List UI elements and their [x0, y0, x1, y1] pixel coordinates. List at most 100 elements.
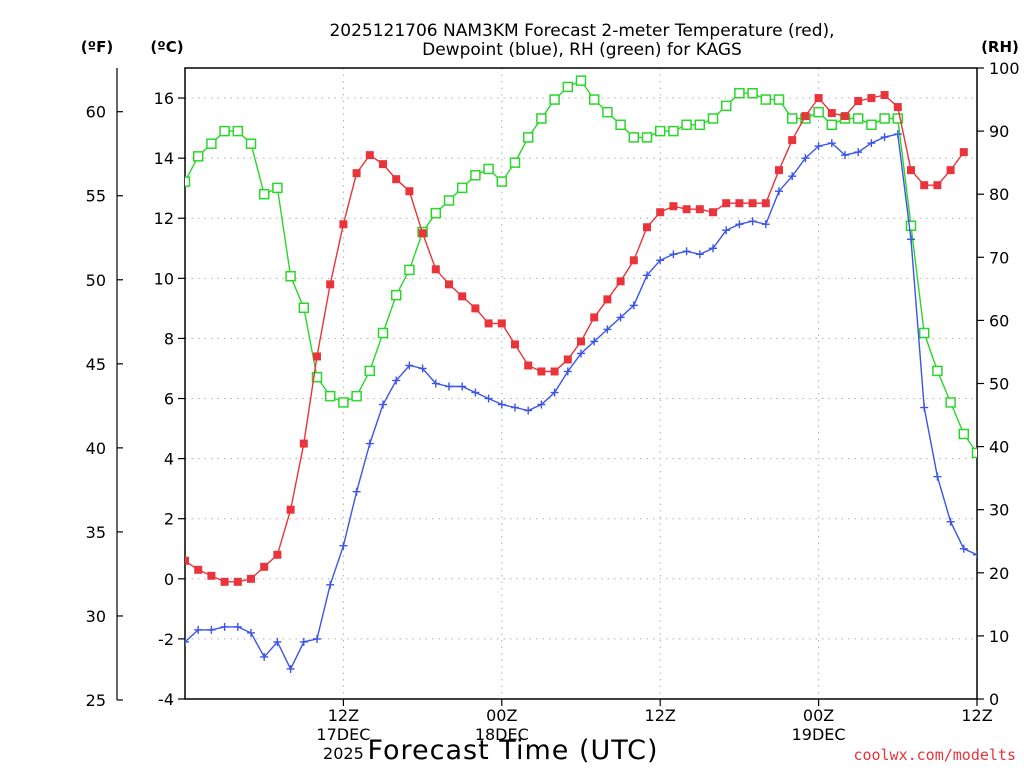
rh-point: [258, 188, 270, 200]
rh-point: [879, 113, 890, 124]
dewpoint-point: [286, 664, 295, 673]
temperature-point: [775, 166, 783, 175]
axes: -4 -2 0 2 4 6 8 10 12 14 16 25 30 35 40 45 50 55 60 0 10 20 30…: [86, 59, 1020, 763]
dewpoint-point: [524, 406, 533, 415]
rh-tick-label: 70: [989, 248, 1009, 267]
grid: [185, 68, 978, 700]
temperature-point: [669, 202, 678, 211]
rh-point: [918, 327, 930, 339]
rh-point: [813, 106, 824, 118]
temperature-point: [458, 292, 467, 301]
dewpoint-point: [233, 622, 242, 631]
rh-point: [720, 100, 732, 112]
rh-point: [377, 327, 389, 339]
temperature-point: [643, 223, 651, 232]
temperature-point: [471, 304, 480, 313]
temperature-point: [365, 151, 374, 160]
temperature-point: [682, 205, 691, 214]
dewpoint-point: [352, 487, 361, 496]
rh-point: [351, 390, 362, 402]
rh-point: [298, 302, 310, 314]
temperature-point: [788, 136, 797, 145]
dewpoint-point: [392, 376, 401, 385]
series-rh: [185, 75, 977, 459]
dewpoint-point: [946, 517, 955, 526]
temperature-point: [814, 94, 823, 103]
dewpoint-point: [827, 139, 836, 148]
dewpoint-point: [550, 388, 559, 397]
temperature-point: [511, 340, 519, 349]
dewpoint-point: [326, 580, 335, 589]
rh-point: [602, 106, 613, 118]
rh-point: [390, 289, 402, 301]
dewpoint-point: [405, 361, 414, 370]
celsius-tick-label: 0: [164, 570, 174, 589]
dewpoint-point: [748, 217, 757, 226]
fahrenheit-tick-label: 55: [86, 187, 106, 206]
dewpoint-point: [563, 367, 572, 376]
series-line: [185, 133, 977, 671]
rh-point: [522, 132, 534, 143]
fahrenheit-tick-label: 25: [86, 691, 106, 710]
rh-tick-label: 40: [989, 438, 1009, 457]
temperature-point: [392, 175, 401, 184]
fahrenheit-tick-label: 30: [86, 607, 106, 626]
rh-point: [892, 113, 904, 124]
dewpoint-point: [537, 400, 546, 409]
fahrenheit-unit-label: (ºF): [81, 38, 113, 56]
celsius-tick-label: 10: [154, 269, 174, 288]
fahrenheit-tick-label: 40: [86, 439, 106, 458]
dewpoint-point: [445, 382, 453, 391]
dewpoint-point: [920, 403, 929, 412]
temperature-point: [185, 556, 189, 565]
rh-point: [185, 176, 191, 187]
rh-point: [496, 176, 508, 187]
dewpoint-point: [933, 472, 942, 481]
series-line: [185, 79, 977, 454]
rh-point: [272, 182, 283, 194]
rh-point: [232, 125, 244, 137]
temperature-point: [867, 94, 876, 103]
temperature-point: [590, 313, 599, 322]
dewpoint-point: [735, 220, 744, 229]
dewpoint-point: [511, 403, 519, 412]
temperature-point: [220, 577, 229, 586]
dewpoint-point: [497, 400, 506, 409]
rh-point: [404, 264, 415, 276]
fahrenheit-tick-label: 60: [86, 103, 106, 122]
rh-point: [760, 94, 772, 105]
temperature-point: [761, 199, 770, 208]
rh-point: [456, 182, 468, 194]
rh-tick-label: 90: [989, 122, 1009, 141]
temperature-point: [445, 280, 453, 289]
dewpoint-point: [339, 541, 348, 550]
celsius-tick-label: 8: [164, 329, 174, 348]
rh-point: [430, 207, 442, 219]
series-2-meter-temperature: [185, 91, 968, 586]
temperature-point: [841, 112, 849, 121]
x-tick-date-label: 18DEC: [475, 725, 529, 744]
temperature-point: [920, 181, 929, 190]
x-tick-time-label: 00Z: [803, 706, 834, 725]
celsius-tick-label: 16: [154, 89, 174, 108]
temperature-point: [907, 166, 915, 175]
dewpoint-point: [656, 256, 665, 265]
rh-point: [826, 119, 838, 131]
temperature-point: [326, 280, 335, 289]
temperature-point: [299, 439, 308, 448]
dewpoint-point: [801, 154, 810, 163]
rh-point: [668, 125, 679, 137]
rh-point: [747, 87, 758, 99]
rh-point: [483, 163, 494, 175]
series-line: [185, 94, 965, 583]
rh-point: [734, 87, 745, 99]
dewpoint-point: [643, 271, 651, 280]
dewpoint-point: [907, 235, 915, 244]
rh-unit-label: (RH): [981, 38, 1019, 56]
fahrenheit-tick-label: 35: [86, 523, 106, 542]
rh-point: [958, 428, 970, 440]
rh-point: [852, 113, 864, 124]
temperature-point: [352, 169, 361, 178]
dewpoint-point: [365, 439, 374, 448]
